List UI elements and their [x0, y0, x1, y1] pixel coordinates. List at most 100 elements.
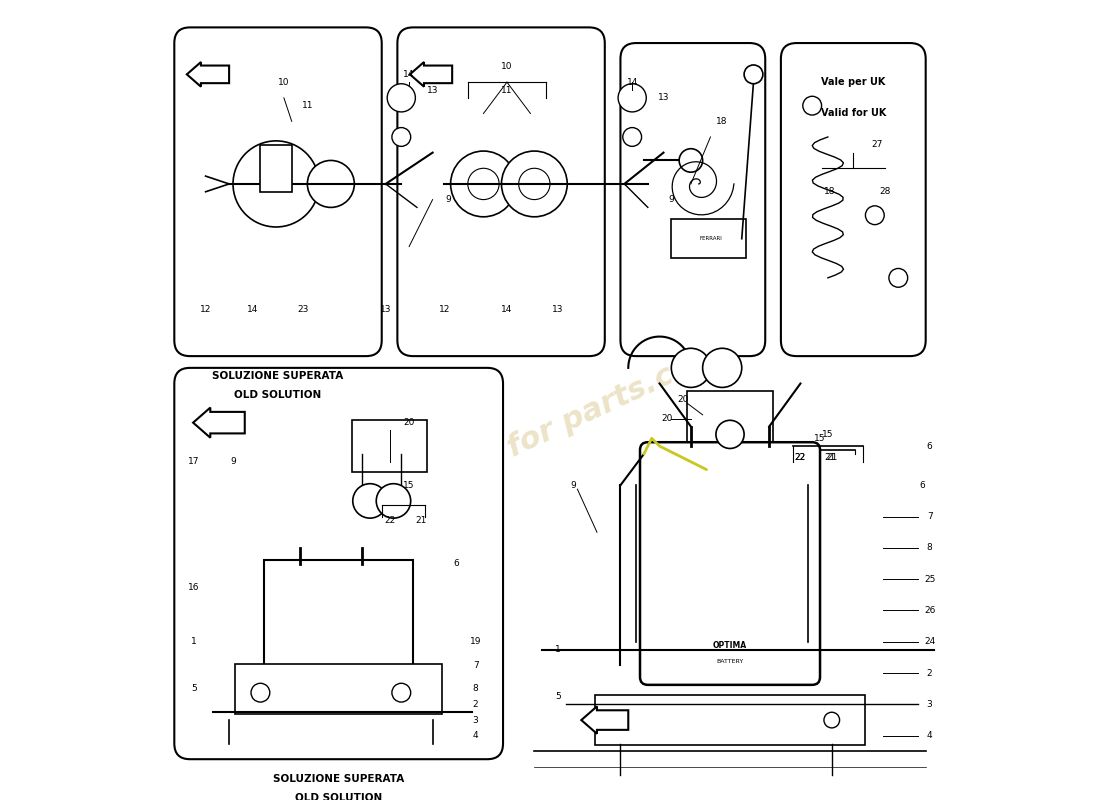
Text: 12: 12 — [439, 305, 450, 314]
Circle shape — [803, 96, 822, 115]
Text: 2: 2 — [927, 669, 933, 678]
FancyArrow shape — [581, 706, 628, 734]
Text: 20: 20 — [678, 394, 689, 404]
Text: 6: 6 — [918, 481, 925, 490]
Text: 21: 21 — [825, 454, 836, 462]
Text: 14: 14 — [246, 305, 258, 314]
Circle shape — [392, 127, 410, 146]
FancyBboxPatch shape — [620, 43, 766, 356]
Text: FERRARI: FERRARI — [698, 236, 722, 242]
Text: 15: 15 — [822, 430, 834, 439]
Text: 5: 5 — [556, 692, 561, 701]
Text: 24: 24 — [924, 638, 935, 646]
Circle shape — [716, 420, 744, 449]
Text: 18: 18 — [716, 117, 728, 126]
Text: 7: 7 — [473, 661, 478, 670]
Text: 26: 26 — [924, 606, 935, 615]
Text: 9: 9 — [669, 195, 674, 204]
Text: 19: 19 — [470, 638, 482, 646]
Text: 16: 16 — [188, 582, 199, 591]
Text: 11: 11 — [502, 86, 513, 94]
Text: 5: 5 — [191, 684, 197, 694]
Circle shape — [519, 168, 550, 199]
Circle shape — [679, 149, 703, 172]
Circle shape — [233, 141, 319, 227]
Text: 13: 13 — [379, 305, 392, 314]
FancyBboxPatch shape — [640, 442, 820, 685]
Text: 14: 14 — [404, 70, 415, 79]
Text: 20: 20 — [662, 414, 673, 423]
Text: 6: 6 — [926, 442, 933, 450]
Text: 9: 9 — [571, 481, 576, 490]
Text: OPTIMA: OPTIMA — [713, 642, 747, 650]
Text: 17: 17 — [188, 458, 199, 466]
Circle shape — [613, 712, 628, 728]
Text: BATTERY: BATTERY — [716, 659, 744, 664]
Text: 3: 3 — [473, 715, 478, 725]
Text: 22: 22 — [795, 454, 806, 462]
Text: 20: 20 — [404, 418, 415, 427]
Circle shape — [618, 84, 647, 112]
Text: 14: 14 — [627, 78, 638, 86]
Circle shape — [392, 683, 410, 702]
Circle shape — [353, 484, 387, 518]
FancyBboxPatch shape — [397, 27, 605, 356]
Text: 14: 14 — [502, 305, 513, 314]
Text: 9: 9 — [230, 458, 235, 466]
Text: 9: 9 — [446, 195, 451, 204]
Circle shape — [376, 484, 410, 518]
Text: 1: 1 — [556, 645, 561, 654]
FancyBboxPatch shape — [174, 368, 503, 759]
Text: 1: 1 — [191, 638, 197, 646]
Text: 22: 22 — [384, 516, 395, 525]
Circle shape — [671, 348, 711, 387]
Text: 2: 2 — [473, 700, 478, 709]
Circle shape — [623, 127, 641, 146]
Circle shape — [387, 84, 416, 112]
Circle shape — [502, 151, 568, 217]
FancyBboxPatch shape — [261, 145, 292, 192]
FancyBboxPatch shape — [595, 695, 865, 745]
Text: 15: 15 — [404, 481, 415, 490]
Circle shape — [307, 161, 354, 207]
Text: OLD SOLUTION: OLD SOLUTION — [295, 794, 383, 800]
Text: 8: 8 — [926, 543, 933, 552]
Text: 15: 15 — [814, 434, 826, 443]
Text: 22: 22 — [795, 454, 806, 462]
FancyArrow shape — [187, 62, 229, 86]
Text: SOLUZIONE SUPERATA: SOLUZIONE SUPERATA — [212, 370, 343, 381]
FancyBboxPatch shape — [688, 391, 773, 442]
FancyBboxPatch shape — [264, 560, 412, 669]
Circle shape — [451, 151, 516, 217]
Text: 10: 10 — [502, 62, 513, 71]
Circle shape — [889, 269, 908, 287]
Text: 13: 13 — [427, 86, 438, 94]
Text: 3: 3 — [926, 700, 933, 709]
Text: SOLUZIONE SUPERATA: SOLUZIONE SUPERATA — [273, 774, 405, 784]
Circle shape — [468, 168, 499, 199]
FancyBboxPatch shape — [671, 219, 746, 258]
Text: 27: 27 — [871, 140, 882, 150]
Text: 7: 7 — [926, 512, 933, 521]
Text: 18: 18 — [824, 187, 836, 196]
Circle shape — [744, 65, 763, 84]
FancyBboxPatch shape — [781, 43, 926, 356]
Text: 4: 4 — [473, 731, 478, 740]
Circle shape — [703, 348, 741, 387]
Text: 13: 13 — [658, 94, 669, 102]
Text: 13: 13 — [552, 305, 563, 314]
Text: 11: 11 — [301, 101, 314, 110]
Text: 21: 21 — [415, 516, 427, 525]
Text: Valid for UK: Valid for UK — [821, 109, 886, 118]
Text: 12: 12 — [200, 305, 211, 314]
FancyBboxPatch shape — [235, 664, 442, 714]
Text: 21: 21 — [826, 454, 837, 462]
Text: 25: 25 — [924, 574, 935, 584]
Text: 8: 8 — [473, 684, 478, 694]
Text: Vale per UK: Vale per UK — [821, 77, 886, 87]
Text: 10: 10 — [278, 78, 289, 86]
Circle shape — [866, 206, 884, 225]
FancyArrow shape — [194, 407, 245, 438]
Text: OLD SOLUTION: OLD SOLUTION — [234, 390, 321, 400]
Text: 6: 6 — [453, 559, 459, 568]
